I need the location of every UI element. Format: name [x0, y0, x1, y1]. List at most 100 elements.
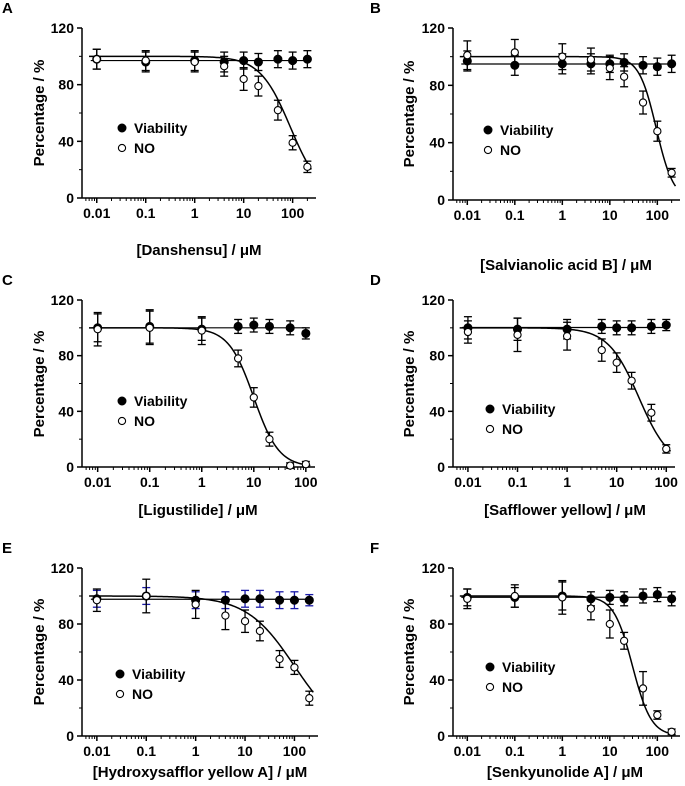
fit-curve	[459, 595, 676, 736]
viability-point	[638, 591, 648, 601]
y-tick-label: 80	[429, 348, 445, 364]
x-tick-label: 0.01	[83, 743, 110, 759]
no-point	[562, 332, 572, 341]
viability-point	[652, 62, 662, 72]
x-tick-label: 0.1	[505, 743, 525, 759]
legend-no-marker	[483, 145, 493, 155]
no-point	[301, 460, 310, 469]
y-tick-label: 40	[429, 672, 445, 688]
viability-point	[253, 57, 263, 67]
legend-no-label: NO	[500, 142, 521, 158]
panel-letter-f: F	[370, 540, 379, 557]
no-point	[667, 168, 676, 177]
legend-viability-marker	[117, 123, 127, 133]
x-tick-label: 0.01	[83, 205, 110, 221]
legend-no-label: NO	[502, 421, 523, 437]
no-point	[233, 354, 243, 363]
y-tick-label: 0	[437, 459, 445, 475]
no-point	[638, 684, 648, 693]
y-axis-label: Percentage / %	[31, 331, 48, 438]
panel-f: F [Senkyunolide A] / μM Percentage / % 0…	[370, 540, 680, 781]
y-axis-label: Percentage / %	[31, 599, 48, 706]
no-point	[558, 593, 567, 602]
viability-point	[627, 323, 637, 333]
x-tick-label: 0.01	[454, 207, 481, 223]
viability-point	[619, 594, 629, 604]
y-axis-label: Percentage / %	[401, 331, 418, 438]
panel-d: D [Safflower yellow] / μM Percentage / %…	[370, 272, 678, 519]
viability-point	[233, 321, 243, 331]
panel-letter-e: E	[2, 540, 12, 557]
fit-curve	[459, 55, 677, 187]
no-point	[605, 619, 614, 629]
viability-point	[619, 57, 629, 67]
y-tick-label: 40	[58, 672, 74, 688]
no-point	[275, 654, 284, 664]
y-tick-label: 120	[422, 20, 446, 36]
no-point	[254, 81, 263, 91]
viability-point	[646, 321, 656, 331]
panel-e: E [Hydroxysafflor yellow A] / μM Percent…	[2, 540, 318, 781]
y-axis-label: Percentage / %	[31, 60, 48, 167]
no-point	[619, 636, 629, 645]
no-point	[92, 55, 101, 64]
no-point	[255, 626, 265, 636]
panel-c: C [Ligustilide] / μM Percentage / % 0 40 8…	[2, 272, 318, 519]
legend-viability-marker	[483, 125, 493, 135]
no-point	[273, 106, 283, 115]
no-point	[463, 594, 472, 603]
legend-viability-marker	[485, 404, 495, 414]
no-point	[93, 325, 102, 334]
x-tick-label: 0.1	[140, 474, 160, 490]
no-point	[249, 393, 258, 402]
y-tick-label: 40	[58, 403, 74, 419]
x-axis-label: [Hydroxysafflor yellow A] / μM	[93, 764, 308, 781]
no-point	[612, 358, 621, 367]
legend-viability-label: Viability	[500, 122, 554, 138]
x-tick-label: 10	[609, 474, 625, 490]
viability-point	[249, 320, 259, 330]
y-tick-label: 80	[58, 616, 74, 632]
no-point	[286, 461, 295, 470]
no-point	[463, 51, 472, 60]
legend-viability-marker	[117, 396, 127, 406]
viability-point	[652, 590, 662, 600]
no-point	[239, 74, 248, 84]
x-tick-label: 100	[283, 743, 307, 759]
y-tick-label: 40	[429, 403, 445, 419]
no-point	[145, 323, 154, 332]
no-point	[221, 611, 230, 620]
panel-letter-a: A	[2, 0, 13, 17]
viability-point	[240, 594, 250, 604]
fit-curve	[89, 595, 314, 693]
x-tick-label: 100	[294, 474, 318, 490]
legend-no-marker	[485, 424, 495, 434]
x-axis-label: [Senkyunolide A] / μM	[487, 764, 643, 781]
viability-point	[661, 320, 671, 330]
viability-point	[285, 323, 295, 333]
legend-no-label: NO	[502, 679, 523, 695]
no-point	[510, 591, 519, 601]
viability-point	[667, 594, 677, 604]
legend-no-marker	[117, 416, 127, 426]
no-point	[290, 663, 299, 672]
no-point	[627, 376, 636, 385]
x-tick-label: 10	[236, 205, 252, 221]
legend-viability-label: Viability	[134, 120, 188, 136]
x-axis-label: [Ligustilide] / μM	[138, 502, 257, 519]
viability-point	[597, 321, 607, 331]
viability-point	[605, 592, 615, 602]
x-tick-label: 10	[602, 207, 618, 223]
x-axis-label: [Safflower yellow] / μM	[484, 502, 646, 519]
no-point	[586, 604, 596, 613]
no-point	[597, 345, 606, 355]
y-tick-label: 80	[429, 616, 445, 632]
no-point	[220, 62, 229, 71]
viability-point	[667, 59, 677, 69]
x-tick-label: 1	[191, 205, 199, 221]
x-tick-label: 100	[281, 205, 305, 221]
x-tick-label: 1	[558, 207, 566, 223]
x-tick-label: 0.1	[508, 474, 528, 490]
fit-curve	[89, 55, 312, 170]
x-tick-label: 100	[646, 207, 670, 223]
